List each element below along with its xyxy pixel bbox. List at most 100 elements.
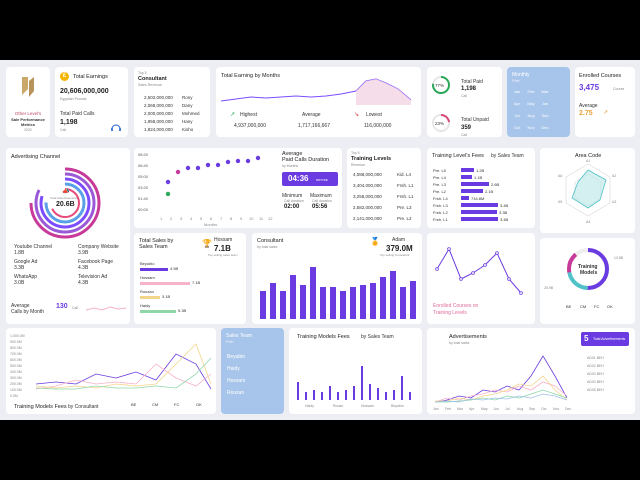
enrolled-unit: Course: [613, 87, 625, 91]
sales-team-title: Total Sales by: [139, 238, 174, 244]
models-fees-team-bar-chart: [297, 366, 411, 400]
x-tick: 11: [259, 216, 264, 221]
advertisements-card: Advertisements by total sales 5 Total Ad…: [427, 328, 635, 414]
fee-label: Pre. L4: [433, 175, 446, 180]
fee-value: 3.3B: [499, 210, 508, 215]
legend-item: AD02 BEH: [587, 364, 604, 368]
month-jun[interactable]: Jun: [541, 101, 549, 106]
logo-title: Other Level's: [14, 111, 42, 116]
filter-item-haidy[interactable]: Haidy: [227, 366, 240, 372]
legend-fc: FC: [174, 402, 180, 407]
level-fees-card: Training Level's Fees by Sales Team Pre.…: [427, 148, 535, 228]
x-tick: Hossam: [361, 404, 374, 408]
duration-max-sub: Call duration: [312, 199, 332, 203]
up-arrow-icon: ↗: [230, 112, 236, 118]
point: [185, 165, 191, 171]
x-tick: 7: [220, 216, 223, 221]
y-tick: 400.0M: [10, 370, 22, 374]
month-nov[interactable]: Nov: [527, 125, 535, 130]
point: [459, 277, 463, 281]
top-team-sub: Top selling sales team: [208, 253, 238, 257]
x-tick: Dec: [565, 407, 572, 411]
x-tick: Apr: [469, 407, 475, 411]
month-aug[interactable]: Aug: [527, 113, 535, 118]
fee-bar: [461, 189, 483, 193]
filter-item-beyablo[interactable]: Beyablo: [227, 354, 246, 360]
fee-bar: [461, 182, 489, 186]
advertising-center-value: 20.6B: [56, 201, 75, 208]
month-jul[interactable]: Jul: [514, 113, 520, 118]
month-jan[interactable]: Jan: [513, 89, 521, 94]
models-fees-team-card: Training Models Fees by Sales Team Haidy…: [289, 328, 422, 414]
team-bar: [140, 268, 168, 271]
channel-label: Facebook Page: [78, 259, 114, 265]
level-value: 2,582,000,000: [353, 205, 382, 210]
fee-label: Frsh. L1: [433, 217, 448, 222]
fee-value: 1.1B: [474, 175, 483, 180]
radar-axis: A6: [558, 174, 563, 178]
calls-duration-y-labels: 08:20 06:40 05:00 03:20 01:40 00:00: [138, 152, 149, 212]
logo-title-3: Metrics: [20, 122, 35, 127]
x-tick: Rouan: [333, 404, 344, 408]
legend-item: AD05 BEH: [587, 388, 604, 392]
month-sep[interactable]: Sep: [541, 113, 549, 118]
team-name: Haidy: [140, 303, 151, 308]
bar: [329, 386, 331, 400]
duration-x-axis: 1 2 3 4 5 6 7 8 9 10 11 12 Months: [134, 208, 274, 228]
fee-value: 3.4B: [500, 203, 509, 208]
radar-axis: A5: [558, 200, 563, 204]
month-mar[interactable]: Mar: [541, 89, 549, 94]
earning-months-line-chart: [220, 78, 412, 105]
unpaid-unit: Call: [461, 133, 468, 137]
channel-value: 4.3B: [78, 265, 89, 271]
filter-item-rouzan[interactable]: Rouzan: [227, 390, 245, 396]
logo-year: 2022: [24, 128, 32, 132]
point: [245, 158, 251, 164]
month-apr[interactable]: Apr: [513, 101, 521, 106]
team-value: 5.3B: [178, 308, 187, 313]
training-models-donut: [567, 248, 609, 290]
point: [175, 169, 181, 175]
bar: [260, 291, 266, 319]
logo-card: Other Level's Sale Performance Metrics 2…: [6, 67, 50, 137]
advertising-channel-card: Advertising Channel 📣 Total Advertisemen…: [6, 148, 130, 324]
point: [235, 158, 241, 164]
bar: [321, 392, 323, 400]
x-tick: 5: [200, 216, 203, 221]
headset-icon: [111, 124, 121, 131]
channel-label: Google Ad: [14, 259, 38, 265]
consultant-value: 1,958,000,000: [144, 119, 173, 124]
enrolled-courses-card: Enrolled Courses 3,475 Course Average 2.…: [575, 67, 635, 137]
x-tick: 6: [210, 216, 213, 221]
consultant-name: Kisho: [182, 127, 194, 132]
average-label: Average: [302, 112, 321, 118]
fee-bar: [461, 175, 472, 179]
fee-label: Pre. L3: [433, 182, 446, 187]
legend-be: BE: [566, 304, 572, 309]
month-feb[interactable]: Feb: [527, 89, 535, 94]
team-value: 7.1B: [192, 280, 201, 285]
dashboard: Other Level's Sale Performance Metrics 2…: [0, 60, 640, 420]
y-tick: 500.0M: [10, 364, 22, 368]
team-bar: [140, 282, 190, 285]
avg-calls-unit: Call: [72, 306, 79, 310]
consultant-value: 2,068,000,000: [144, 103, 173, 108]
team-name: Beyublo: [140, 261, 155, 266]
point: [165, 179, 171, 185]
level-name: Frsh. L1: [397, 194, 414, 199]
bar: [297, 382, 299, 400]
filter-item-hossam[interactable]: Hossam: [227, 378, 246, 384]
month-dec[interactable]: Dec: [541, 125, 549, 130]
training-levels-tag: Top 5: [351, 151, 360, 155]
duration-points: [165, 155, 261, 197]
x-tick: Jun: [493, 407, 499, 411]
radar-axis: A3: [612, 200, 617, 204]
monthly-sub: Filter: [512, 79, 520, 83]
top-training-levels-card: Top 5 Training Levels Revenue 4,088,000,…: [347, 148, 421, 228]
advertisements-title: Advertisements: [449, 334, 487, 340]
month-may[interactable]: May: [527, 101, 535, 106]
team-value: 3.1B: [162, 294, 171, 299]
month-oct[interactable]: Oct: [513, 125, 521, 130]
channel-label: WhatsApp: [14, 274, 38, 280]
monthly-filter: Monthly Filter Jan Feb Mar Apr May Jun J…: [507, 67, 570, 137]
